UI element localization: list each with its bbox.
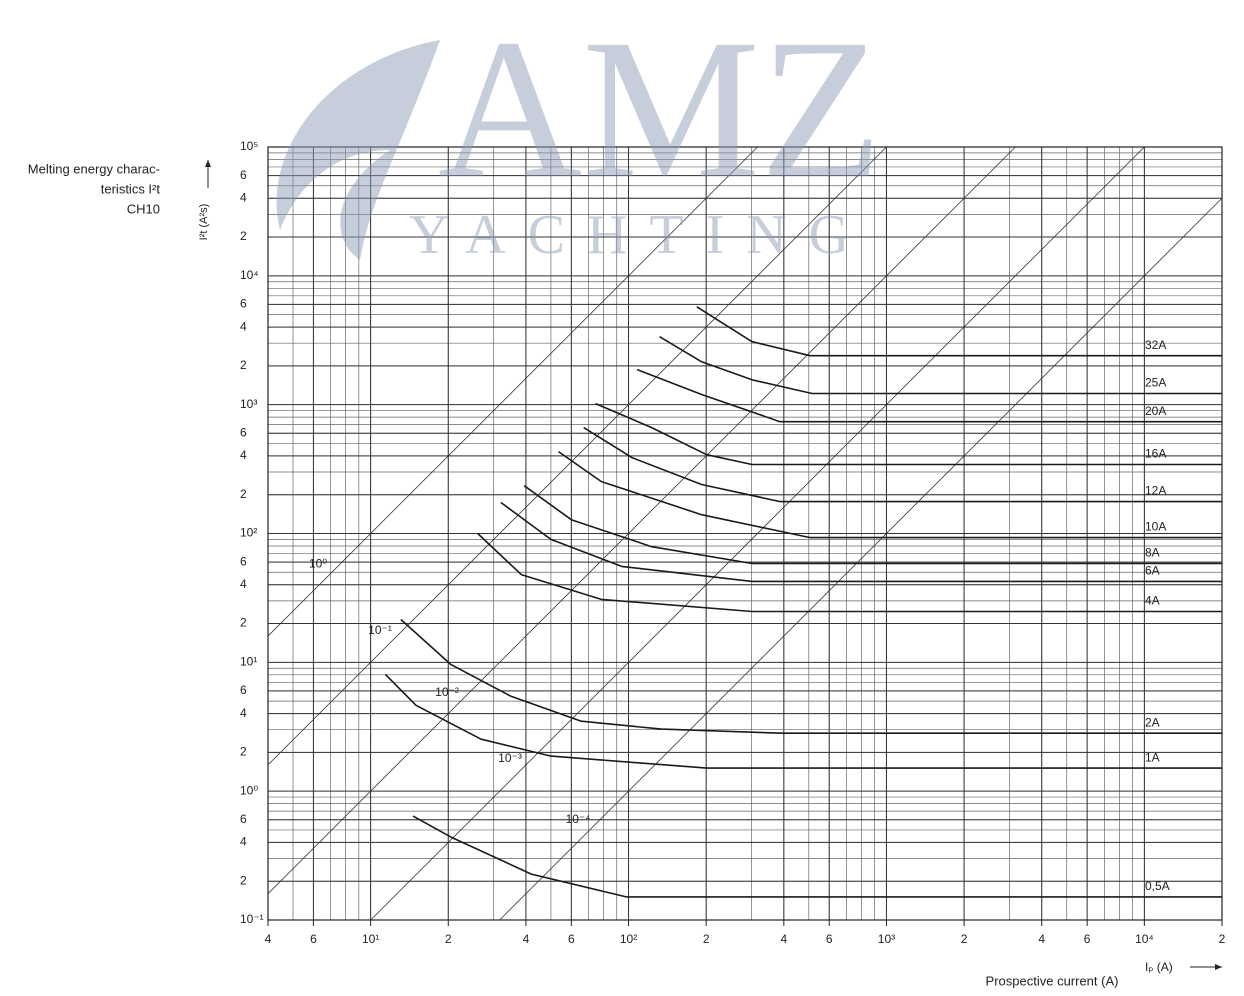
- x-tick-label: 10⁴: [1135, 932, 1154, 946]
- x-tick-label: 10²: [620, 932, 637, 946]
- series-label: 4A: [1145, 594, 1160, 608]
- series-label: 16A: [1145, 447, 1166, 461]
- y-tick-label: 6: [240, 297, 247, 311]
- series-label: 0,5A: [1145, 879, 1170, 893]
- y-tick-label: 10¹: [240, 655, 257, 669]
- series-label: 20A: [1145, 404, 1166, 418]
- watermark-logo: [276, 40, 440, 260]
- series-label: 25A: [1145, 376, 1166, 390]
- time-line: [370, 146, 1145, 921]
- y-tick-label: 6: [240, 554, 247, 568]
- y-tick-label: 10⁵: [240, 139, 258, 153]
- y-tick-label: 4: [240, 706, 247, 720]
- y-tick-label: 2: [240, 487, 247, 501]
- fuse-curve: [477, 532, 1222, 613]
- y-tick-label: 4: [240, 835, 247, 849]
- title-line: teristics I²t: [101, 181, 161, 196]
- time-line: [267, 146, 887, 766]
- x-tick-label: 6: [1084, 932, 1091, 946]
- x-tick-label: 10³: [878, 932, 895, 946]
- x-tick-label: 4: [780, 932, 787, 946]
- series-label: 1A: [1145, 750, 1160, 764]
- x-tick-label: 6: [568, 932, 575, 946]
- y-tick-label: 2: [240, 745, 247, 759]
- y-tick-label: 10⁴: [240, 268, 259, 282]
- x-tick-label: 2: [1219, 932, 1226, 946]
- title-line: Melting energy charac-: [28, 161, 160, 176]
- y-tick-label: 6: [240, 425, 247, 439]
- series-label: 10A: [1145, 520, 1166, 534]
- fuse-curve: [583, 426, 1222, 503]
- plot-area: 4 6 10¹ 2 4 6 10² 2 4 6 10³ 2 4 6 10⁴ 2 10⁵ 6 4 2 10⁴ 6 4 2 10³ 6…: [240, 139, 1226, 946]
- time-line-label: 10⁻³: [498, 751, 522, 765]
- x-axis-note: Prospective current (A): [986, 973, 1119, 988]
- y-tick-label: 2: [240, 873, 247, 887]
- x-tick-label: 10¹: [362, 932, 379, 946]
- y-tick-label: 4: [240, 190, 247, 204]
- title-line: CH10: [127, 201, 160, 216]
- series-label: 32A: [1145, 338, 1166, 352]
- y-tick-label: 6: [240, 812, 247, 826]
- fuse-curve: [558, 450, 1222, 539]
- x-axis-label: Iₚ (A): [1145, 960, 1173, 974]
- plot-frame: [267, 146, 1223, 921]
- time-line-label: 10⁻²: [435, 685, 459, 699]
- watermark-subtext: YACHTING: [409, 204, 871, 266]
- time-line-label: 10⁻¹: [368, 623, 392, 637]
- fuse-curve: [412, 815, 1222, 898]
- x-tick-label: 6: [826, 932, 833, 946]
- x-tick-label: 4: [265, 932, 272, 946]
- y-tick-label: 4: [240, 577, 247, 591]
- x-tick-label: 2: [703, 932, 710, 946]
- y-tick-label: 4: [240, 319, 247, 333]
- x-tick-label: 4: [523, 932, 530, 946]
- y-tick-label: 6: [240, 168, 247, 182]
- fuse-curve: [500, 501, 1222, 583]
- fuse-curve: [696, 306, 1222, 357]
- y-tick-label: 10³: [240, 397, 257, 411]
- series-label: 2A: [1145, 715, 1160, 729]
- fuse-curve: [400, 618, 1222, 734]
- watermark: AMZ YACHTING: [276, 0, 882, 266]
- x-tick-label: 6: [310, 932, 317, 946]
- fuse-curve: [659, 336, 1222, 395]
- y-axis-label: I²t (A²s): [198, 204, 210, 241]
- x-tick-label: 4: [1038, 932, 1045, 946]
- series-label: 12A: [1145, 484, 1166, 498]
- y-tick-label: 2: [240, 616, 247, 630]
- y-tick-label: 10²: [240, 526, 257, 540]
- time-line-label: 10⁰: [309, 556, 327, 570]
- series-label: 8A: [1145, 546, 1160, 560]
- time-line: [267, 146, 1016, 894]
- time-line: [499, 197, 1223, 921]
- fuse-curve: [384, 673, 1222, 769]
- time-line: [267, 146, 758, 637]
- y-tick-label: 4: [240, 448, 247, 462]
- fuse-curve: [636, 368, 1222, 423]
- series-label: 6A: [1145, 564, 1160, 578]
- fuse-curve: [595, 402, 1222, 466]
- y-tick-label: 6: [240, 683, 247, 697]
- y-tick-label: 2: [240, 358, 247, 372]
- fuse-curve: [523, 485, 1222, 565]
- y-tick-label: 10⁰: [240, 783, 258, 797]
- x-tick-label: 2: [445, 932, 452, 946]
- x-tick-label: 2: [961, 932, 968, 946]
- y-tick-label: 10⁻¹: [240, 912, 264, 926]
- time-line-label: 10⁻⁴: [566, 812, 591, 826]
- y-tick-label: 2: [240, 229, 247, 243]
- watermark-text: AMZ: [438, 0, 882, 220]
